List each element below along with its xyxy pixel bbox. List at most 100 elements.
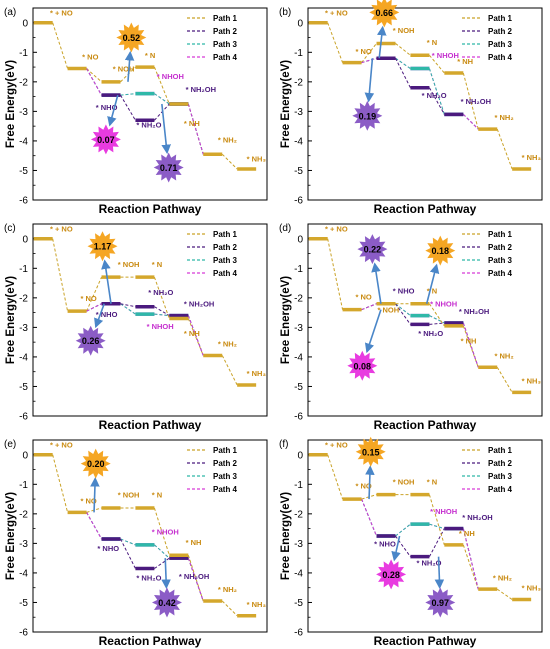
y-axis-title: Free Energy(eV) (5, 60, 17, 148)
connector-path-2 (395, 535, 411, 557)
legend-entry: Path 4 (213, 53, 238, 62)
species-label: * NH₂OH (186, 85, 216, 94)
barrier-arrow (124, 50, 135, 82)
species-label: * NO (355, 292, 371, 301)
panel-b: (b) 0 -1 -2 -3 -4 -5 -6 Free Energy(eV) Reaction … (279, 0, 543, 216)
plot-frame (32, 223, 268, 417)
panel-c: (c) 0 -1 -2 -3 -4 -5 -6 Free Energy(eV) Reaction … (4, 223, 268, 432)
connector-path-1 (327, 454, 344, 500)
connector-path-1 (52, 22, 69, 69)
species-label: * NH (184, 119, 200, 128)
barrier-value: 0.15 (362, 447, 380, 457)
barrier-value: 0.07 (97, 135, 115, 145)
y-tick-label: -5 (294, 166, 303, 177)
legend-entry: Path 3 (213, 256, 238, 265)
legend-entry: Path 4 (488, 53, 513, 62)
y-tick-label: -1 (294, 264, 303, 275)
species-label: * NOH (118, 491, 140, 500)
y-tick-label: -2 (19, 293, 28, 304)
species-label: * NO (80, 497, 96, 506)
connector-path-3 (428, 68, 445, 115)
species-label: * NHOH (152, 528, 179, 537)
species-label: * NOH (113, 65, 135, 74)
barrier-star (80, 448, 111, 479)
y-tick-label: -2 (19, 509, 28, 520)
y-axis-title: Free Energy(eV) (280, 60, 292, 148)
panel-f: (f) 0 -1 -2 -3 -4 -5 -6 Free Energy(eV) Reaction … (279, 436, 543, 648)
connector-path-1 (187, 318, 204, 356)
barrier-star (116, 22, 147, 53)
barrier-star (425, 587, 456, 618)
species-label: * N (427, 477, 437, 486)
species-label: * NH₃ (522, 377, 542, 386)
connector-path-1 (327, 238, 344, 310)
connector-path-1 (86, 68, 102, 83)
connector-path-1 (429, 54, 445, 74)
x-axis-title: Reaction Pathway (99, 202, 202, 216)
barrier-value: 1.17 (94, 242, 112, 252)
connector-path-1 (428, 494, 445, 546)
barrier-value: 0.66 (376, 8, 394, 18)
y-tick-label: -5 (19, 166, 28, 177)
connector-path-2 (428, 528, 445, 557)
connector-path-2 (428, 87, 445, 115)
species-label: * NH₂ (495, 113, 514, 122)
legend-entry: Path 4 (488, 269, 513, 278)
y-axis-title: Free Energy(eV) (5, 276, 17, 364)
connector-path-4 (187, 103, 204, 155)
connector-path-4 (187, 315, 204, 356)
barrier-arrow (364, 309, 382, 354)
species-label: * NH₂OH (459, 307, 489, 316)
connector-path-1 (86, 276, 102, 312)
species-label: * NHOH (157, 72, 184, 81)
species-label: * + NO (50, 440, 73, 449)
species-label: * NH (461, 337, 477, 346)
y-tick-label: -1 (19, 264, 28, 275)
species-label: * NO (355, 482, 371, 491)
y-tick-label: -4 (19, 568, 28, 579)
species-label: * NH₃ (522, 584, 542, 593)
connector-path-1 (221, 600, 238, 617)
y-tick-label: -1 (294, 480, 303, 491)
barrier-star (369, 0, 400, 28)
connector-path-1 (496, 128, 513, 170)
x-axis-title: Reaction Pathway (99, 634, 202, 648)
connector-path-3 (395, 57, 411, 69)
legend-entry: Path 1 (213, 230, 238, 239)
species-label: * NH₂OH (461, 97, 491, 106)
y-tick-label: -6 (19, 628, 28, 639)
barrier-arrow (90, 477, 100, 513)
legend-entry: Path 3 (488, 256, 513, 265)
species-label: * NH (184, 329, 200, 338)
species-label: * NH₂O (417, 559, 442, 568)
species-label: * NHOH (432, 51, 459, 60)
connector-path-3 (154, 544, 170, 559)
species-label: * N (145, 51, 155, 60)
y-tick-label: -2 (294, 77, 303, 88)
legend-entry: Path 2 (213, 459, 238, 468)
legend-entry: Path 3 (488, 472, 513, 481)
species-label: * N (427, 286, 437, 295)
connector-path-3 (429, 315, 445, 324)
connector-path-2 (154, 557, 170, 569)
y-tick-label: -4 (294, 136, 303, 147)
y-tick-label: 0 (22, 234, 28, 245)
y-tick-label: -4 (294, 352, 303, 363)
connector-path-4 (462, 322, 479, 368)
legend-entry: Path 4 (488, 485, 513, 494)
species-label: * NH₂O (136, 573, 161, 582)
species-label: * NO (82, 53, 98, 62)
barrier-star (425, 235, 456, 266)
barrier-arrow (107, 94, 119, 127)
y-tick-label: -6 (294, 196, 303, 207)
species-label: * NH₂O (148, 288, 173, 297)
connector-path-3 (429, 523, 445, 530)
connector-path-4 (187, 557, 204, 602)
species-label: * + NO (325, 224, 348, 233)
y-tick-label: -4 (19, 352, 28, 363)
plot-frame (307, 439, 543, 633)
legend-entry: Path 2 (488, 27, 513, 36)
barrier-arrow (391, 535, 401, 562)
y-axis-title: Free Energy(eV) (280, 276, 292, 364)
connector-path-1 (221, 153, 238, 170)
